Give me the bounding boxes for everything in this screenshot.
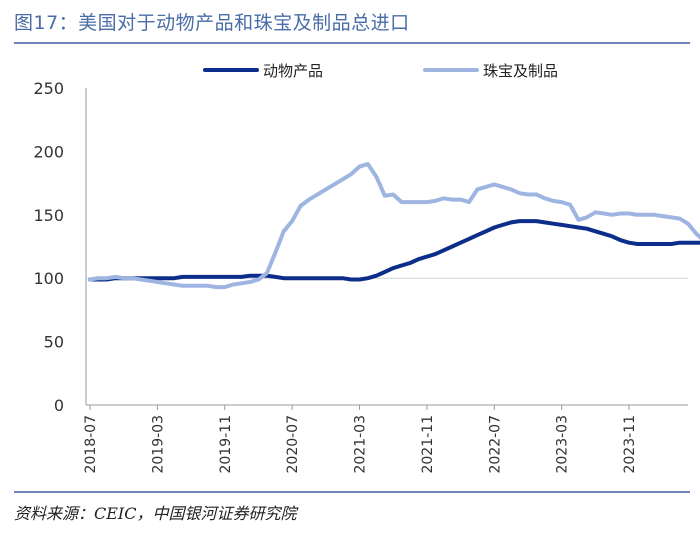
legend-label-1: 珠宝及制品 bbox=[483, 62, 558, 80]
y-tick-label-5: 250 bbox=[33, 79, 64, 98]
x-tick-label-5: 2021-11 bbox=[420, 415, 436, 474]
y-axis: 0 50 100 150 200 250 bbox=[33, 79, 688, 415]
y-tick-label-1: 50 bbox=[44, 333, 64, 352]
legend: 动物产品 珠宝及制品 bbox=[203, 62, 558, 80]
series-line-0 bbox=[88, 219, 700, 282]
title-divider bbox=[14, 42, 690, 44]
x-axis: 2018-07 2019-03 2019-11 2020-07 2021-03 2021-… bbox=[83, 404, 688, 474]
legend-label-0: 动物产品 bbox=[263, 62, 323, 80]
x-tick-label-6: 2022-07 bbox=[487, 415, 503, 474]
x-tick-label-7: 2023-03 bbox=[555, 415, 571, 474]
x-tick-label-1: 2019-03 bbox=[150, 415, 166, 474]
x-tick-label-8: 2023-11 bbox=[622, 415, 638, 474]
x-tick-label-0: 2018-07 bbox=[83, 415, 99, 474]
series-lines bbox=[88, 162, 700, 290]
y-tick-label-4: 200 bbox=[33, 142, 64, 161]
chart-title: 图17：美国对于动物产品和珠宝及制品总进口 bbox=[14, 12, 410, 34]
source-divider bbox=[14, 491, 690, 493]
series-line-1 bbox=[88, 162, 700, 290]
source-note: 资料来源：CEIC，中国银河证券研究院 bbox=[14, 504, 297, 523]
x-tick-label-2: 2019-11 bbox=[218, 415, 234, 474]
y-tick-label-3: 150 bbox=[33, 206, 64, 225]
x-tick-label-3: 2020-07 bbox=[285, 415, 301, 474]
y-tick-label-2: 100 bbox=[33, 269, 64, 288]
x-tick-label-4: 2021-03 bbox=[353, 415, 369, 474]
y-tick-label-0: 0 bbox=[54, 396, 64, 415]
